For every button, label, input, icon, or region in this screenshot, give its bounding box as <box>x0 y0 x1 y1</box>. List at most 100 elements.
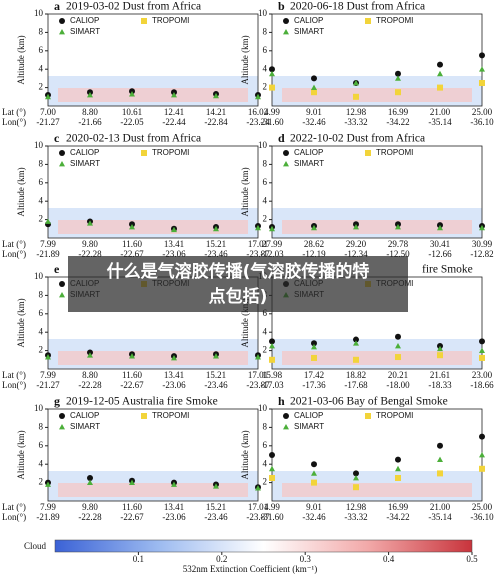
y-tick-label: 2 <box>263 82 268 92</box>
lon-tick-label: -18.66 <box>470 380 494 390</box>
panel-title: 2020-02-13 Dust from Africa <box>66 133 201 145</box>
y-tick-label: 4 <box>263 63 268 73</box>
y-tick-label: 2 <box>263 477 268 487</box>
lon-tick-label: -22.67 <box>120 249 144 259</box>
lat-tick-label: 30.41 <box>430 239 450 249</box>
lon-row-label: Lon(°) <box>2 249 26 259</box>
legend-label: CALIOP <box>294 16 323 25</box>
marker <box>479 52 485 59</box>
lat-row-label: Lat (°) <box>2 107 26 117</box>
marker <box>311 343 317 350</box>
marker <box>269 338 275 345</box>
overlay-text: 什么是气溶胶传播(气溶胶传播的特 <box>107 261 370 282</box>
marker <box>255 224 261 231</box>
panel-letter: b <box>278 0 285 13</box>
aerosol-curtain <box>282 351 472 365</box>
legend-label: CALIOP <box>70 16 99 25</box>
marker <box>87 475 93 481</box>
y-tick-label: 2 <box>39 345 44 355</box>
plot-frame <box>271 13 483 107</box>
lat-tick-label: 9.01 <box>306 107 322 117</box>
marker <box>353 356 359 363</box>
y-tick-label: 4 <box>263 195 268 205</box>
marker <box>479 338 485 345</box>
marker <box>395 70 401 77</box>
lat-tick-label: 15.21 <box>206 239 226 249</box>
y-tick-label: 4 <box>39 326 44 336</box>
lat-tick-label: 23.00 <box>472 370 493 380</box>
marker <box>255 485 261 491</box>
y-tick-label: 8 <box>263 158 268 168</box>
plot-frame <box>271 145 483 239</box>
lon-tick-label: -22.28 <box>78 512 102 522</box>
marker <box>269 356 275 363</box>
marker <box>269 70 275 77</box>
lat-tick-label: 14.21 <box>206 107 226 117</box>
lon-tick-label: -21.27 <box>36 380 60 390</box>
marker <box>479 347 485 353</box>
marker <box>353 80 359 86</box>
marker <box>87 352 93 358</box>
lat-tick-label: 13.41 <box>164 370 184 380</box>
lon-tick-label: -31.60 <box>260 117 284 127</box>
lon-tick-label: -34.22 <box>386 512 409 522</box>
marker <box>87 91 93 98</box>
marker <box>479 465 485 472</box>
lon-tick-label: -23.87 <box>246 249 270 259</box>
lon-row-label: Lon(°) <box>2 117 26 127</box>
y-tick-label: 2 <box>263 214 268 224</box>
marker <box>129 479 135 485</box>
panel-title: 2019-12-05 Australia fire Smoke <box>66 396 218 408</box>
marker <box>365 150 371 156</box>
lat-tick-label: 8.80 <box>82 107 98 117</box>
marker <box>311 89 317 96</box>
colorbar-tick-label: 0.1 <box>133 554 144 564</box>
marker <box>437 84 443 91</box>
lon-tick-label: -12.50 <box>386 249 410 259</box>
lon-tick-label: -22.67 <box>120 512 144 522</box>
legend-label: TROPOMI <box>376 16 413 25</box>
aerosol-curtain <box>282 483 472 497</box>
y-tick-label: 6 <box>263 308 268 318</box>
y-axis-label: Altitude (km) <box>240 298 250 347</box>
marker <box>45 218 51 224</box>
lon-tick-label: -12.34 <box>344 249 368 259</box>
y-tick-label: 2 <box>39 477 44 487</box>
lon-tick-label: -23.06 <box>162 249 186 259</box>
legend-label: SIMART <box>70 27 100 36</box>
lon-tick-label: -18.33 <box>428 380 452 390</box>
marker <box>283 161 289 167</box>
y-tick-label: 8 <box>263 26 268 36</box>
marker <box>395 354 401 361</box>
marker <box>395 75 401 81</box>
marker <box>437 61 443 68</box>
y-tick-label: 10 <box>258 140 268 150</box>
marker <box>479 66 485 72</box>
plot-frame <box>47 145 259 239</box>
y-tick-label: 6 <box>39 440 44 450</box>
marker <box>171 226 177 233</box>
marker <box>479 354 485 361</box>
panel-letter: h <box>278 394 285 408</box>
lon-tick-label: -17.36 <box>302 380 326 390</box>
marker <box>353 484 359 491</box>
legend-label: TROPOMI <box>152 411 189 420</box>
marker <box>213 483 219 489</box>
lat-tick-label: 17.42 <box>304 370 324 380</box>
lon-tick-label: -23.87 <box>246 380 270 390</box>
lon-tick-label: -21.89 <box>36 512 60 522</box>
lat-tick-label: 15.98 <box>262 370 283 380</box>
marker <box>311 84 317 90</box>
marker <box>365 18 371 24</box>
marker <box>365 413 371 419</box>
lat-tick-label: 30.99 <box>472 239 493 249</box>
lon-tick-label: -22.05 <box>120 117 144 127</box>
lat-tick-label: 12.98 <box>346 107 367 117</box>
y-tick-label: 6 <box>263 440 268 450</box>
lon-tick-label: -12.19 <box>302 249 326 259</box>
panel-letter: c <box>54 131 60 145</box>
lat-tick-label: 16.02 <box>248 107 268 117</box>
y-tick-label: 4 <box>39 195 44 205</box>
lat-tick-label: 16.99 <box>388 502 409 512</box>
